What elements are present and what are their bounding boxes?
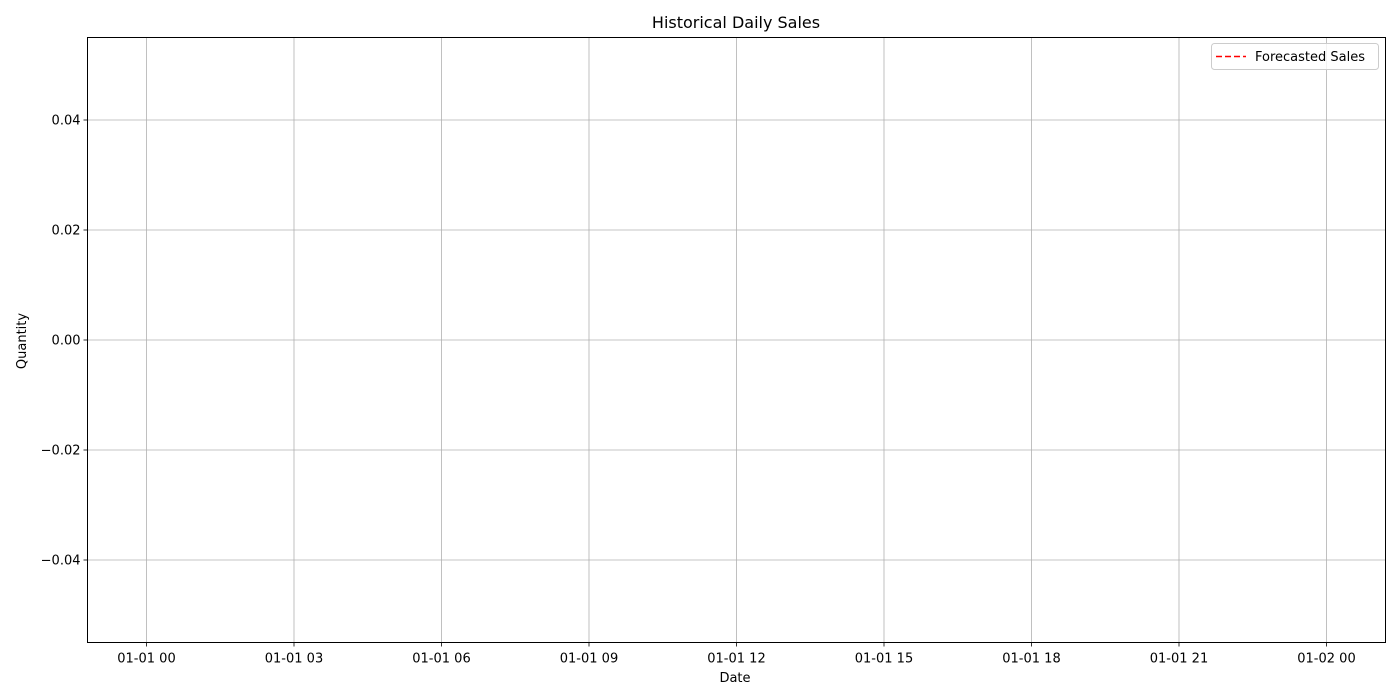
x-tick-label: 01-01 06	[412, 652, 470, 667]
y-tick-label: −0.04	[41, 554, 81, 569]
grid	[87, 37, 1386, 643]
y-axis-label: Quantity	[15, 313, 30, 369]
y-tick-label: 0.04	[52, 114, 81, 129]
legend: Forecasted Sales	[1211, 43, 1379, 70]
x-tick-label: 01-01 09	[560, 652, 618, 667]
x-tick-label: 01-02 00	[1297, 652, 1355, 667]
x-tick-label: 01-01 12	[707, 652, 765, 667]
axis-ticks: −0.04 −0.02 0.00 0.02 0.04 01-01 00 01-01 03 01…	[41, 114, 1356, 667]
x-tick-label: 01-01 03	[265, 652, 323, 667]
x-tick-label: 01-01 18	[1002, 652, 1060, 667]
y-tick-label: −0.02	[41, 444, 81, 459]
y-tick-label: 0.02	[52, 224, 81, 239]
x-tick-label: 01-01 15	[855, 652, 913, 667]
x-tick-label: 01-01 21	[1150, 652, 1208, 667]
legend-label-forecasted-sales: Forecasted Sales	[1255, 50, 1365, 65]
y-tick-label: 0.00	[52, 334, 81, 349]
x-axis-label: Date	[719, 671, 750, 686]
x-tick-label: 01-01 00	[117, 652, 175, 667]
chart-title: Historical Daily Sales	[652, 13, 820, 32]
legend-box	[1211, 43, 1379, 70]
